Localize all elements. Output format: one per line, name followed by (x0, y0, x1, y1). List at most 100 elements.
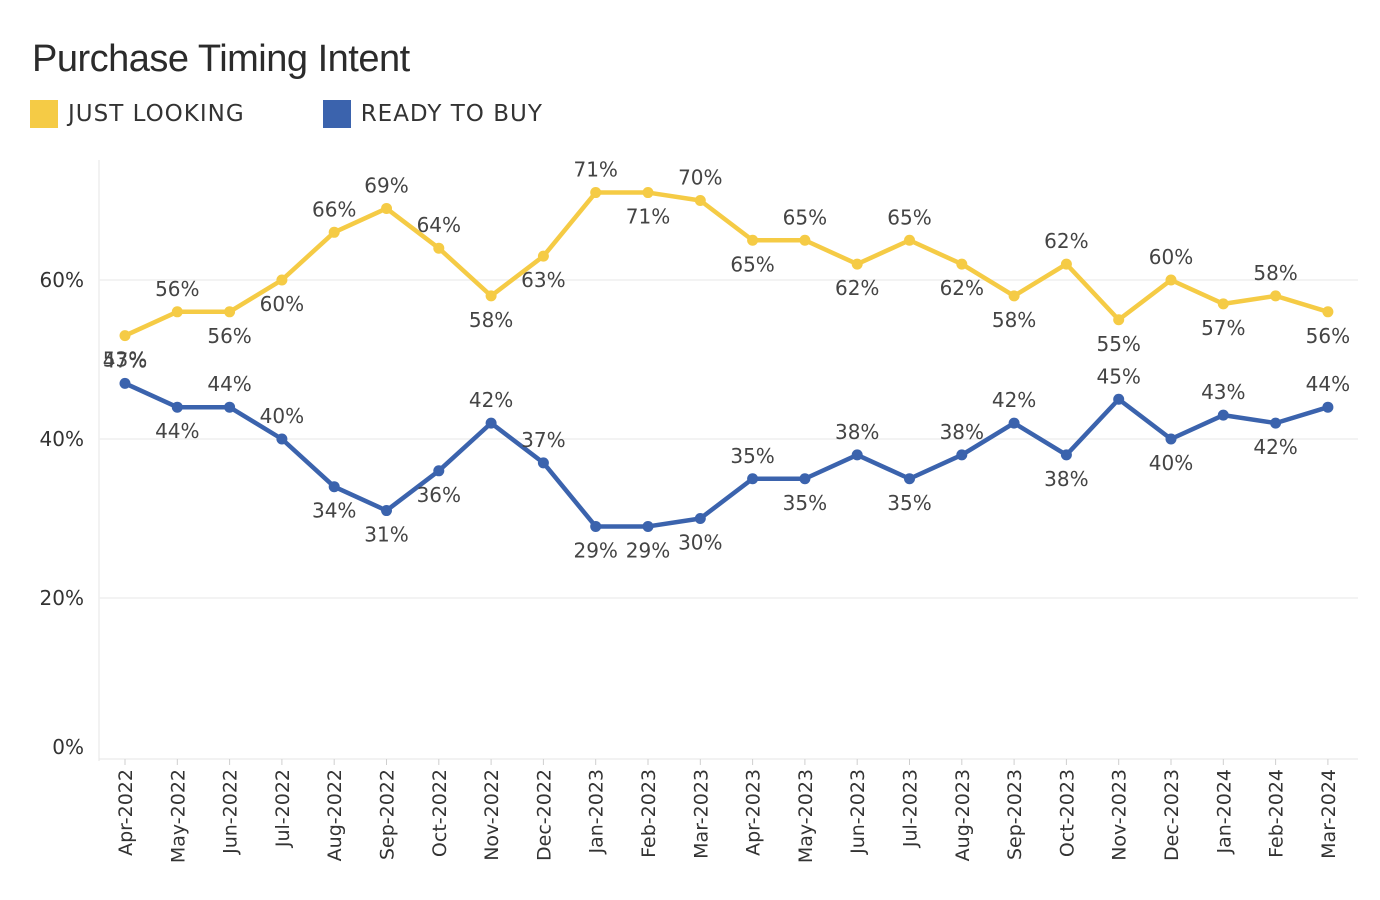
data-point (747, 473, 759, 485)
legend-swatch-just-looking (30, 100, 58, 128)
x-tick-label: Feb-2024 (1266, 769, 1288, 858)
data-label: 60% (260, 292, 304, 316)
data-point (328, 226, 340, 238)
x-tick-label: Oct-2023 (1056, 769, 1078, 857)
data-label: 66% (312, 197, 356, 221)
data-point (956, 449, 968, 461)
data-label: 70% (678, 166, 722, 190)
y-tick-label: 0% (52, 735, 84, 759)
data-label: 71% (573, 158, 617, 182)
data-label: 58% (1253, 261, 1297, 285)
x-tick-label: Jul-2023 (900, 769, 922, 848)
data-label: 35% (730, 444, 774, 468)
data-point (433, 465, 445, 477)
data-point (1322, 401, 1334, 413)
data-label: 56% (155, 277, 199, 301)
legend-item-just-looking[interactable]: JUST LOOKING (30, 100, 245, 128)
data-point (381, 505, 392, 517)
data-point (1113, 314, 1125, 326)
data-label: 57% (1201, 316, 1245, 340)
data-point (1165, 433, 1177, 445)
data-point (590, 187, 602, 199)
series-line-just-looking (122, 190, 1331, 338)
data-point (747, 234, 759, 246)
data-point (381, 202, 392, 214)
data-label: 58% (469, 308, 513, 332)
data-label: 35% (783, 491, 827, 515)
data-label: 65% (730, 252, 774, 276)
y-tick-label: 20% (40, 586, 84, 610)
data-point (642, 187, 654, 199)
x-tick-label: Apr-2022 (115, 769, 137, 856)
legend-swatch-ready-to-buy (322, 100, 351, 128)
data-point (904, 234, 915, 246)
data-point (276, 274, 288, 286)
data-point (642, 520, 654, 532)
x-tick-label: May-2022 (167, 769, 189, 863)
data-point (1270, 290, 1282, 302)
data-label: 56% (1306, 324, 1350, 348)
data-point (799, 473, 811, 485)
data-label: 53% (103, 348, 147, 372)
x-tick-label: Dec-2022 (533, 769, 555, 861)
data-point (537, 250, 549, 262)
data-label: 62% (835, 276, 879, 300)
data-label: 38% (1044, 467, 1088, 491)
data-label: 45% (1096, 364, 1140, 388)
data-point (119, 377, 131, 389)
data-label: 40% (260, 404, 304, 428)
data-label: 29% (573, 538, 617, 562)
y-tick-label: 40% (40, 427, 84, 451)
x-tick-label: Mar-2024 (1318, 769, 1340, 859)
data-point (1217, 298, 1229, 310)
data-label: 40% (1149, 451, 1193, 475)
data-label: 44% (207, 372, 251, 396)
data-point (694, 513, 706, 524)
legend-label-just-looking: JUST LOOKING (68, 101, 245, 127)
data-label: 42% (1253, 435, 1297, 459)
chart-title: Purchase Timing Intent (32, 38, 410, 80)
data-point (904, 473, 915, 485)
data-point (328, 481, 340, 493)
x-tick-label: Sep-2023 (1004, 769, 1026, 860)
data-point (224, 306, 236, 318)
x-tick-label: Jun-2022 (220, 769, 242, 855)
data-label: 44% (1306, 372, 1350, 396)
data-label: 34% (312, 499, 356, 523)
legend-item-ready-to-buy[interactable]: READY TO BUY (322, 100, 543, 128)
data-label: 35% (887, 491, 931, 515)
data-point (590, 520, 602, 532)
data-label: 38% (835, 420, 879, 444)
data-label: 71% (626, 205, 670, 229)
legend-label-ready-to-buy: READY TO BUY (360, 101, 543, 127)
x-tick-label: Sep-2022 (377, 769, 399, 860)
data-label: 30% (678, 531, 722, 555)
data-point (1060, 258, 1072, 270)
data-point (851, 449, 863, 461)
data-label: 31% (364, 523, 408, 547)
data-label: 58% (992, 308, 1036, 332)
data-point (851, 258, 863, 270)
data-label: 44% (155, 419, 199, 443)
data-point (1008, 417, 1020, 429)
data-point (537, 457, 549, 469)
data-label: 55% (1096, 332, 1140, 356)
data-label: 37% (521, 428, 565, 452)
data-point (1165, 274, 1177, 286)
x-tick-label: Nov-2023 (1109, 769, 1131, 861)
data-label: 42% (469, 388, 513, 412)
data-point (1270, 417, 1282, 429)
data-point (956, 258, 968, 270)
y-tick-label: 60% (40, 268, 84, 292)
data-point (1113, 393, 1125, 405)
x-tick-label: Jul-2022 (272, 769, 294, 848)
x-tick-label: Jan-2023 (586, 769, 608, 855)
data-point (171, 401, 183, 413)
x-tick-label: Aug-2023 (952, 769, 974, 861)
data-point (799, 234, 811, 246)
data-label: 65% (887, 205, 931, 229)
x-tick-label: Aug-2022 (324, 769, 346, 861)
data-point (1008, 290, 1020, 302)
